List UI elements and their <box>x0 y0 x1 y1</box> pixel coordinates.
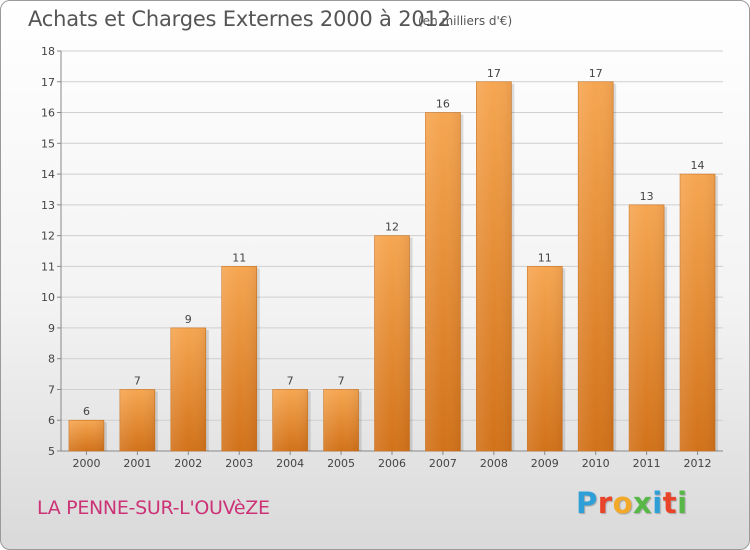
proxiti-logo: Proxiti <box>576 486 688 520</box>
data-label: 17 <box>487 67 501 80</box>
data-label: 9 <box>185 313 192 326</box>
brand-letter: t <box>662 486 678 520</box>
x-tick-label: 2010 <box>582 457 610 470</box>
x-tick-label: 2008 <box>480 457 508 470</box>
data-label: 16 <box>436 98 450 111</box>
bar-highlight <box>119 389 155 451</box>
bar-highlight <box>374 235 410 451</box>
bar-highlight <box>272 389 308 451</box>
x-tick-label: 2005 <box>327 457 355 470</box>
chart-title: Achats et Charges Externes 2000 à 2012 <box>28 7 451 31</box>
brand-letter: o <box>612 486 634 520</box>
location-name: LA PENNE-SUR-L'OUVèZE <box>37 497 270 519</box>
data-label: 17 <box>589 67 603 80</box>
data-label: 7 <box>134 374 141 387</box>
y-tick-label: 11 <box>41 260 55 273</box>
bar-highlight <box>527 266 563 451</box>
y-tick-label: 6 <box>48 414 55 427</box>
y-tick-label: 9 <box>48 322 55 335</box>
x-tick-label: 2000 <box>72 457 100 470</box>
y-tick-label: 16 <box>41 107 55 120</box>
bar-highlight <box>680 174 716 452</box>
x-tick-label: 2012 <box>684 457 712 470</box>
bar-highlight <box>221 266 257 451</box>
x-tick-label: 2006 <box>378 457 406 470</box>
y-tick-label: 7 <box>48 383 55 396</box>
y-tick-label: 17 <box>41 76 55 89</box>
data-label: 6 <box>83 405 90 418</box>
x-tick-label: 2011 <box>633 457 661 470</box>
bar-highlight <box>578 81 614 452</box>
bar-highlight <box>323 389 359 451</box>
data-label: 7 <box>287 374 294 387</box>
x-tick-label: 2001 <box>123 457 151 470</box>
y-tick-label: 12 <box>41 230 55 243</box>
y-tick-label: 8 <box>48 353 55 366</box>
y-tick-label: 5 <box>48 445 55 458</box>
brand-letter: x <box>633 486 653 520</box>
y-tick-label: 10 <box>41 291 55 304</box>
data-label: 7 <box>338 374 345 387</box>
data-label: 12 <box>385 221 399 234</box>
brand-letter: P <box>576 486 598 520</box>
bar-highlight <box>476 81 512 452</box>
y-tick-label: 18 <box>41 45 55 58</box>
brand-letter: r <box>597 486 613 520</box>
brand-letter: i <box>652 486 663 520</box>
data-label: 13 <box>640 190 654 203</box>
data-label: 11 <box>232 251 246 264</box>
y-tick-label: 14 <box>41 168 55 181</box>
brand-letter: i <box>677 486 688 520</box>
y-tick-label: 13 <box>41 199 55 212</box>
data-label: 14 <box>691 159 705 172</box>
x-tick-label: 2002 <box>174 457 202 470</box>
bar-highlight <box>68 420 104 451</box>
data-label: 11 <box>538 251 552 264</box>
chart-subtitle: (en milliers d'€) <box>418 14 513 28</box>
bar-highlight <box>629 204 665 451</box>
x-tick-label: 2007 <box>429 457 457 470</box>
bar-highlight <box>170 327 206 451</box>
y-tick-label: 15 <box>41 137 55 150</box>
bar-highlight <box>425 112 461 452</box>
x-tick-label: 2004 <box>276 457 304 470</box>
x-tick-label: 2009 <box>531 457 559 470</box>
x-tick-label: 2003 <box>225 457 253 470</box>
